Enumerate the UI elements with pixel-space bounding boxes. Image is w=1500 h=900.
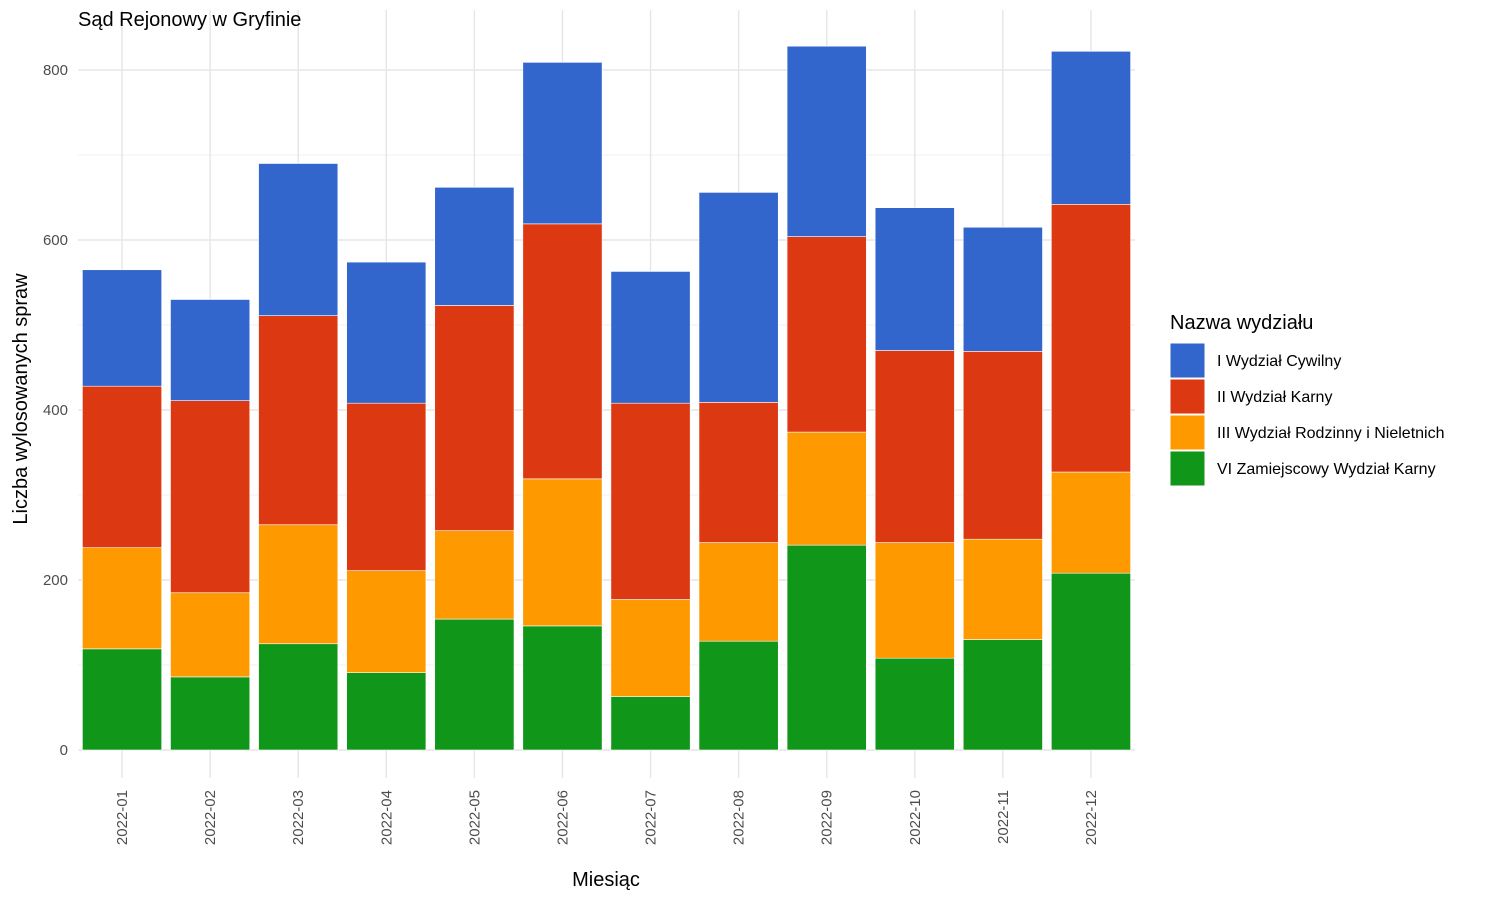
x-tick-label: 2022-12: [1083, 790, 1100, 845]
x-tick-label: 2022-06: [554, 790, 571, 845]
bar-segment: [698, 402, 779, 543]
bar-segment: [610, 402, 691, 600]
bar-segment: [522, 478, 603, 627]
y-tick-label: 200: [43, 572, 68, 589]
bar-segment: [962, 351, 1043, 540]
bar-segment: [610, 599, 691, 697]
bar-segment: [346, 402, 427, 571]
bar-segment: [82, 547, 162, 650]
bar-segment: [874, 207, 955, 351]
bar-segment: [874, 350, 955, 543]
bar-segment: [962, 538, 1043, 640]
bar-segment: [610, 271, 691, 404]
bar-segment: [346, 570, 427, 673]
bar-segment: [170, 400, 251, 594]
x-tick-label: 2022-03: [290, 790, 307, 845]
y-tick-label: 600: [43, 232, 68, 249]
y-axis-title: Liczba wylosowanych spraw: [10, 273, 32, 525]
x-tick-label: 2022-02: [202, 790, 219, 845]
bar-segment: [434, 530, 515, 620]
bar-segment: [82, 269, 162, 387]
bar-segment: [1051, 471, 1131, 574]
bar-segment: [258, 524, 339, 645]
x-tick-label: 2022-10: [907, 790, 924, 845]
legend-swatch: [1169, 450, 1206, 487]
bar-segment: [522, 223, 603, 480]
bar-segment: [170, 676, 251, 751]
x-tick-label: 2022-07: [643, 790, 660, 845]
bar-segment: [82, 648, 162, 751]
x-axis-ticks: 2022-01 2022-02 2022-03 2022-04 2022-05 2022-…: [114, 790, 1100, 845]
bar-segment: [258, 163, 339, 316]
bar-segment: [434, 618, 515, 751]
legend-label: VI Zamiejscowy Wydział Karny: [1217, 461, 1436, 478]
bar-segment: [874, 542, 955, 659]
bar-segment: [346, 261, 427, 404]
bar-segment: [434, 305, 515, 532]
bar-segment: [522, 625, 603, 751]
legend-label: II Wydział Karny: [1217, 389, 1332, 406]
bar-segment: [170, 592, 251, 678]
bar-segment: [962, 639, 1043, 751]
bar-segment: [786, 544, 867, 751]
legend-swatch: [1169, 378, 1206, 415]
bar-segment: [170, 299, 251, 401]
legend-label: III Wydział Rodzinny i Nieletnich: [1217, 425, 1445, 442]
x-tick-label: 2022-09: [819, 790, 836, 845]
y-tick-label: 400: [43, 402, 68, 419]
bars: [82, 45, 1131, 751]
legend: Nazwa wydziału I Wydział Cywilny II Wydzi…: [1169, 312, 1445, 487]
chart-title: Sąd Rejonowy w Gryfinie: [78, 9, 301, 31]
legend-label: I Wydział Cywilny: [1217, 353, 1341, 370]
bar-segment: [698, 542, 779, 642]
x-tick-label: 2022-11: [995, 790, 1012, 844]
bar-segment: [1051, 572, 1131, 751]
bar-segment: [874, 657, 955, 751]
bar-segment: [434, 187, 515, 306]
legend-title: Nazwa wydziału: [1170, 312, 1313, 334]
bar-segment: [786, 431, 867, 546]
x-tick-label: 2022-04: [378, 790, 395, 845]
bar-segment: [786, 45, 867, 237]
bar-segment: [698, 640, 779, 751]
y-axis-ticks: 0 200 400 600 800: [43, 62, 68, 759]
y-tick-label: 0: [60, 742, 68, 759]
legend-swatch: [1169, 342, 1206, 379]
bar-segment: [1051, 50, 1131, 205]
x-tick-label: 2022-05: [466, 790, 483, 845]
bar-segment: [962, 226, 1043, 352]
bar-segment: [346, 672, 427, 751]
bar-segment: [786, 236, 867, 433]
x-tick-label: 2022-01: [114, 790, 131, 845]
x-tick-label: 2022-08: [731, 790, 748, 845]
bar-segment: [522, 62, 603, 225]
bar-segment: [82, 385, 162, 549]
bar-segment: [258, 643, 339, 751]
bar-segment: [258, 315, 339, 526]
x-axis-title: Miesiąc: [572, 869, 640, 891]
legend-swatch: [1169, 414, 1206, 451]
y-tick-label: 800: [43, 62, 68, 79]
bar-segment: [1051, 204, 1131, 473]
bar-segment: [698, 192, 779, 403]
bar-segment: [610, 696, 691, 751]
